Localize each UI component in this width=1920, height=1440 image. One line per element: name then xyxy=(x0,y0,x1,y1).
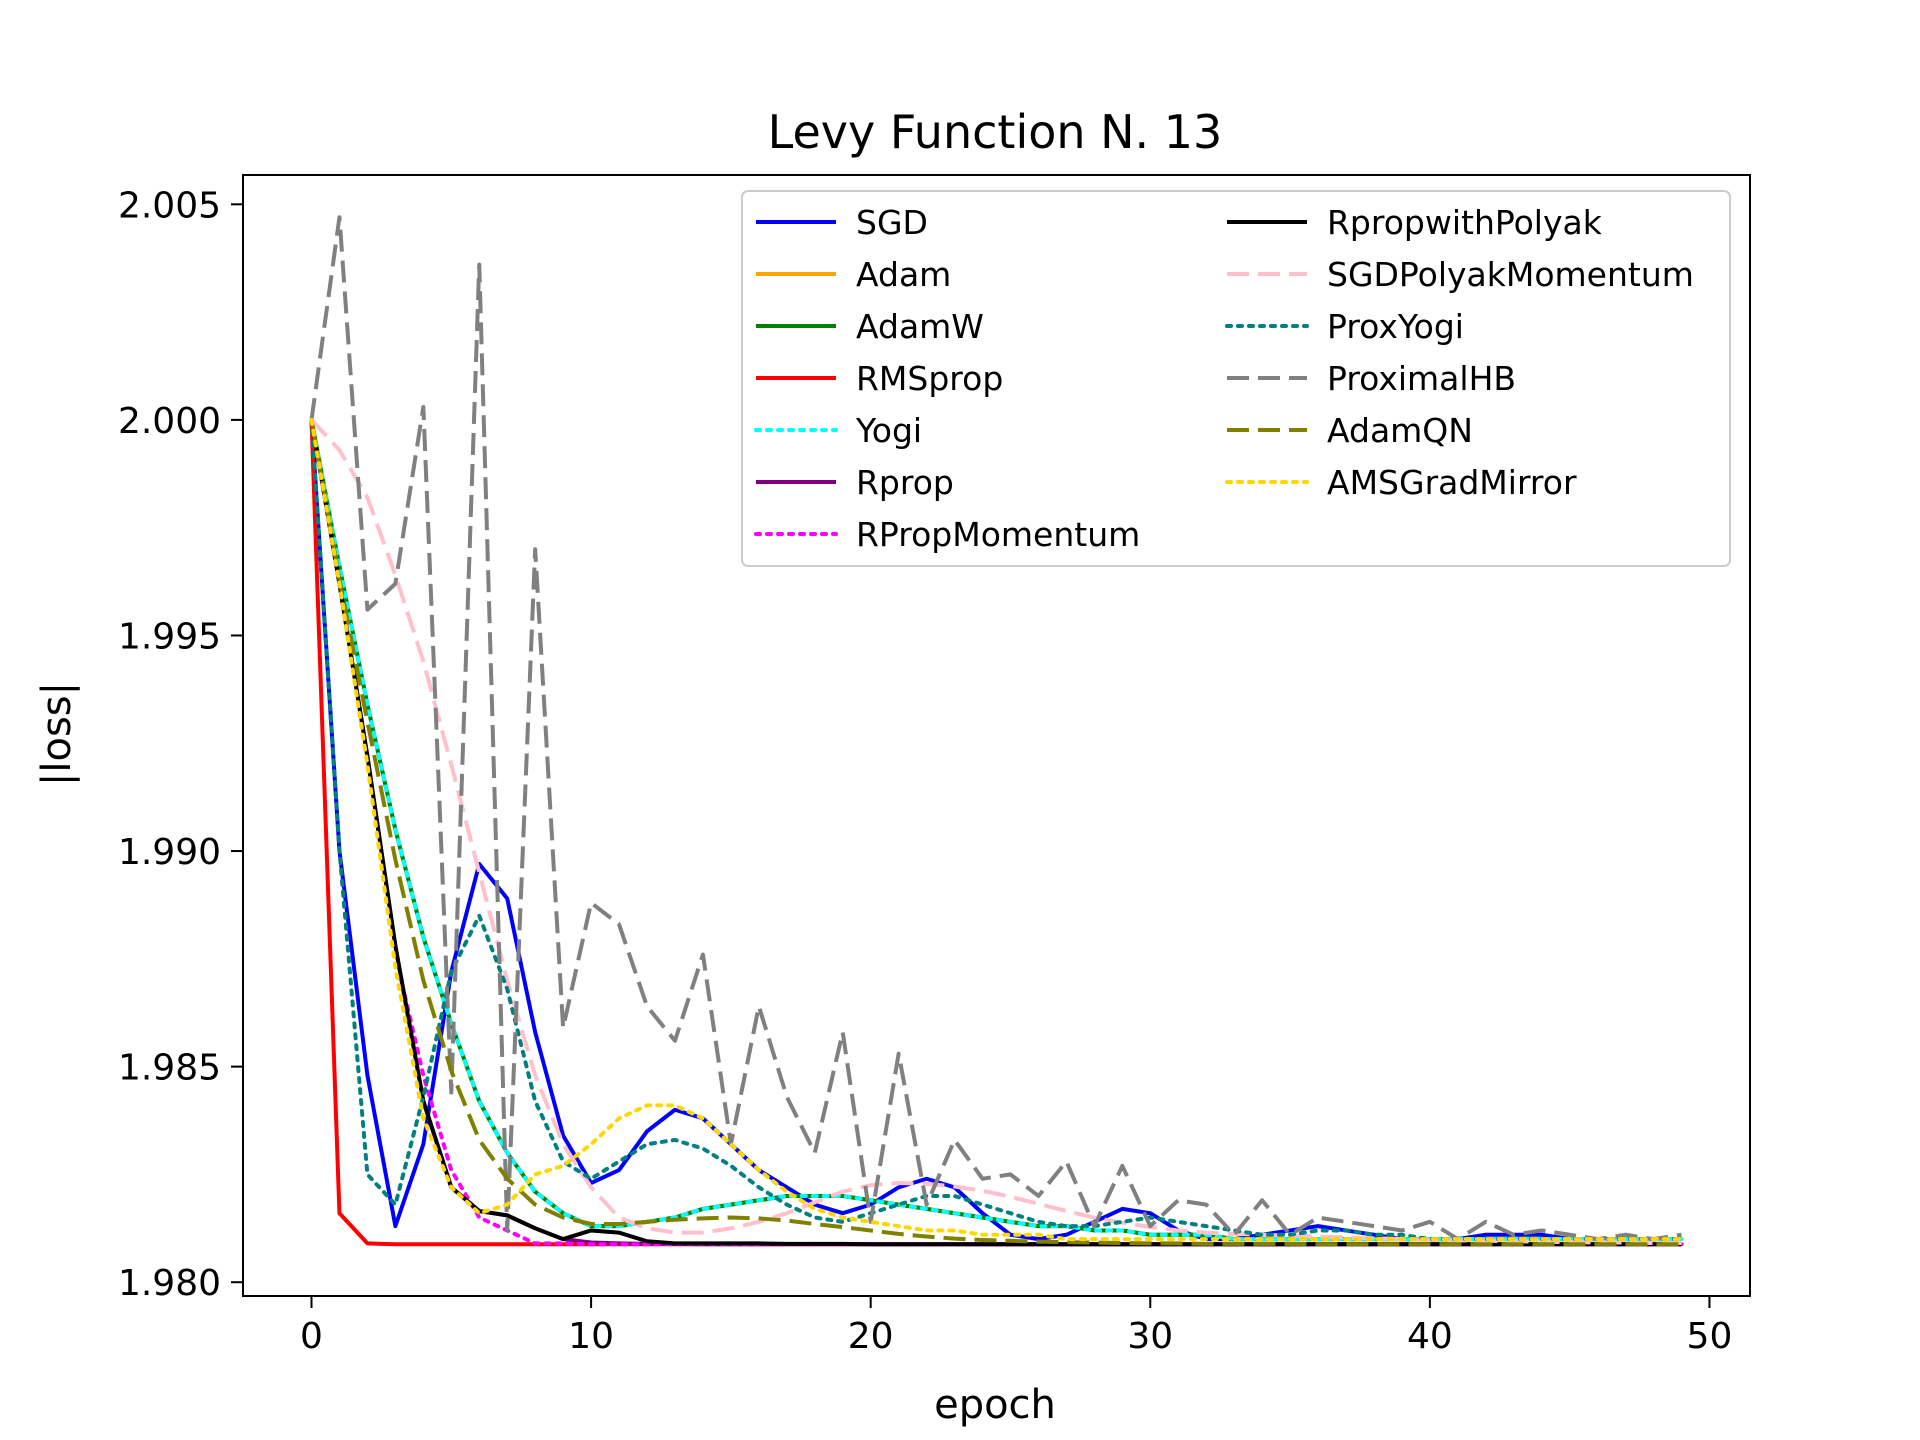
y-tick-label: 1.990 xyxy=(118,832,221,873)
legend-label-sgd: SGD xyxy=(856,203,928,242)
legend-label-sgdpolyakmomentum: SGDPolyakMomentum xyxy=(1327,255,1694,294)
x-tick-label: 20 xyxy=(848,1316,894,1357)
legend-label-rpropwithpolyak: RpropwithPolyak xyxy=(1327,203,1603,242)
x-axis: 0 10 20 30 40 50 xyxy=(300,1296,1732,1357)
legend-label-rprop: Rprop xyxy=(856,463,954,502)
y-axis: 1.980 1.985 1.990 1.995 2.000 2.005 xyxy=(118,185,243,1304)
legend-label-adamw: AdamW xyxy=(856,307,984,346)
legend-label-proximalhb: ProximalHB xyxy=(1327,359,1516,398)
plot-area xyxy=(309,215,1684,1247)
x-tick-label: 30 xyxy=(1127,1316,1173,1357)
legend-label-adam: Adam xyxy=(856,255,951,294)
y-tick-label: 2.000 xyxy=(118,401,221,442)
series-line-proximalhb xyxy=(309,215,1682,1242)
x-tick-label: 40 xyxy=(1407,1316,1453,1357)
y-axis-label: |loss| xyxy=(34,682,80,786)
y-tick-label: 1.985 xyxy=(118,1048,221,1089)
x-tick-label: 10 xyxy=(568,1316,614,1357)
y-tick-label: 1.995 xyxy=(118,616,221,657)
series-line-adamqn xyxy=(309,419,1682,1247)
legend-label-rmsprop: RMSprop xyxy=(856,359,1003,398)
legend: SGD Adam AdamW RMSprop Yogi Rprop RPropMomentu… xyxy=(741,190,1731,567)
x-tick-label: 0 xyxy=(300,1316,323,1357)
series-line-amsgradmirror xyxy=(309,417,1684,1242)
legend-label-rpropmomentum: RPropMomentum xyxy=(856,515,1140,554)
y-tick-label: 2.005 xyxy=(118,185,221,226)
x-tick-label: 50 xyxy=(1687,1316,1733,1357)
legend-label-proxyogi: ProxYogi xyxy=(1327,307,1464,346)
chart-title: Levy Function N. 13 xyxy=(768,105,1223,159)
y-tick-label: 1.980 xyxy=(118,1263,221,1304)
x-axis-label: epoch xyxy=(934,1382,1056,1428)
legend-label-yogi: Yogi xyxy=(855,411,922,450)
plot-frame xyxy=(242,174,1751,1297)
legend-label-amsgradmirror: AMSGradMirror xyxy=(1327,463,1577,502)
legend-label-adamqn: AdamQN xyxy=(1327,411,1473,450)
